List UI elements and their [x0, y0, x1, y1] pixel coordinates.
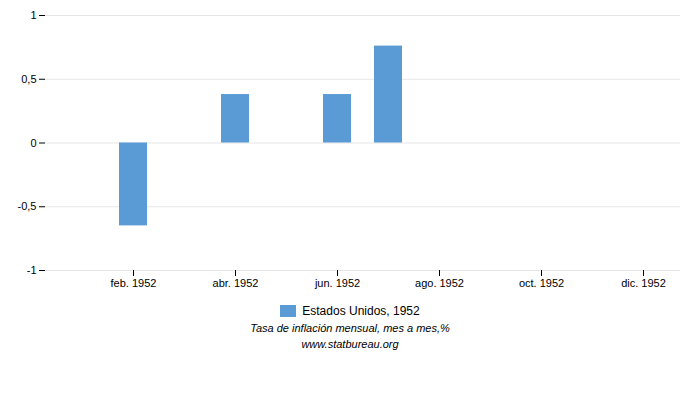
svg-text:feb. 1952: feb. 1952 — [111, 277, 157, 289]
svg-text:oct. 1952: oct. 1952 — [519, 277, 564, 289]
svg-text:jun. 1952: jun. 1952 — [314, 277, 360, 289]
svg-text:dic. 1952: dic. 1952 — [621, 277, 666, 289]
html-text:www.statbureau.org: www.statbureau.org — [301, 338, 399, 350]
html-text:Estados Unidos, 1952: Estados Unidos, 1952 — [302, 304, 420, 318]
svg-text:-0,5: -0,5 — [18, 200, 37, 212]
html-text:Tasa de inflación mensual, mes: Tasa de inflación mensual, mes a mes,% — [250, 322, 450, 334]
svg-text:1: 1 — [30, 9, 36, 21]
svg-text:abr. 1952: abr. 1952 — [213, 277, 259, 289]
svg-text:0,5: 0,5 — [21, 73, 36, 85]
svg-text:0: 0 — [30, 137, 36, 149]
svg-text:-1: -1 — [27, 264, 37, 276]
svg-text:ago. 1952: ago. 1952 — [415, 277, 464, 289]
